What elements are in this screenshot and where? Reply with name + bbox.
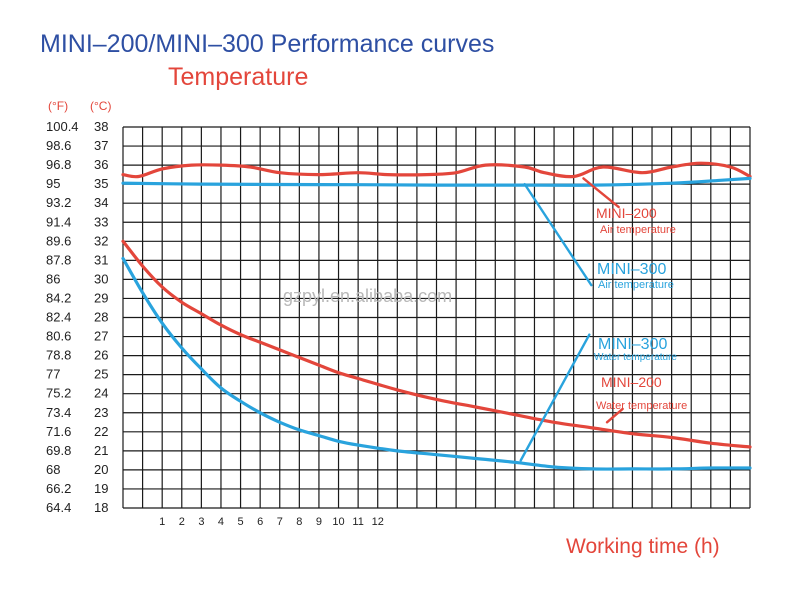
- y-tick-celsius: 36: [94, 157, 108, 172]
- y-tick-celsius: 21: [94, 443, 108, 458]
- y-tick-fahrenheit: 93.2: [46, 195, 71, 210]
- annotation-model-label: MINI–300: [598, 336, 667, 353]
- leader-line: [523, 182, 593, 287]
- y-tick-celsius: 22: [94, 424, 108, 439]
- annotation-model-label: MINI–200: [601, 374, 662, 390]
- y-tick-celsius: 25: [94, 367, 108, 382]
- y-tick-fahrenheit: 80.6: [46, 329, 71, 344]
- y-tick-celsius: 28: [94, 310, 108, 325]
- y-tick-celsius: 29: [94, 290, 108, 305]
- annotation-desc-label: Air temperature: [600, 224, 676, 236]
- annotation-desc-label: Air temperature: [598, 279, 674, 291]
- annotation-desc-label: Water temperature: [594, 352, 677, 363]
- celsius-unit-label: (°C): [90, 99, 111, 113]
- y-tick-celsius: 32: [94, 233, 108, 248]
- x-tick: 4: [218, 516, 224, 528]
- x-tick: 10: [332, 516, 344, 528]
- y-tick-fahrenheit: 84.2: [46, 290, 71, 305]
- y-tick-fahrenheit: 66.2: [46, 481, 71, 496]
- y-tick-fahrenheit: 96.8: [46, 157, 71, 172]
- y-tick-celsius: 38: [94, 119, 108, 134]
- x-tick: 7: [277, 516, 283, 528]
- x-axis-ticks: 1 2 3 4 5 6 7 8 9 10 11 12: [159, 516, 384, 528]
- annotation-model-label: MINI–200: [596, 205, 657, 221]
- leader-line: [605, 407, 624, 424]
- series-line-water200: [121, 239, 752, 449]
- y-tick-celsius: 31: [94, 252, 108, 267]
- y-tick-fahrenheit: 100.4: [46, 119, 79, 134]
- x-tick: 12: [372, 516, 384, 528]
- x-axis-label: Working time (h): [566, 535, 720, 558]
- leader-line: [582, 177, 620, 209]
- x-tick: 11: [352, 516, 363, 528]
- y-tick-fahrenheit: 64.4: [46, 500, 71, 515]
- y-tick-fahrenheit: 89.6: [46, 233, 71, 248]
- y-tick-fahrenheit: 77: [46, 367, 60, 382]
- leader-line: [519, 333, 591, 462]
- y-tick-celsius: 35: [94, 176, 108, 191]
- y-tick-fahrenheit: 86: [46, 271, 60, 286]
- x-tick: 1: [159, 516, 165, 528]
- y-tick-celsius: 33: [94, 214, 108, 229]
- y-tick-celsius: 34: [94, 195, 108, 210]
- x-tick: 5: [238, 516, 244, 528]
- y-tick-fahrenheit: 87.8: [46, 252, 71, 267]
- x-tick: 9: [316, 516, 322, 528]
- y-tick-fahrenheit: 91.4: [46, 214, 71, 229]
- x-tick: 8: [296, 516, 302, 528]
- y-tick-celsius: 20: [94, 462, 108, 477]
- series-line-water300: [121, 256, 752, 471]
- y-tick-celsius: 30: [94, 271, 108, 286]
- y-tick-fahrenheit: 82.4: [46, 310, 71, 325]
- series-line-air300: [121, 176, 752, 187]
- x-tick: 2: [179, 516, 185, 528]
- chart-subtitle: Temperature: [168, 63, 308, 91]
- y-tick-celsius: 19: [94, 481, 108, 496]
- chart-title: MINI–200/MINI–300 Performance curves: [40, 30, 494, 58]
- y-tick-celsius: 23: [94, 405, 108, 420]
- y-tick-celsius: 24: [94, 386, 108, 401]
- series-lines: [121, 161, 752, 471]
- series-line-air200: [121, 161, 752, 179]
- y-tick-fahrenheit: 95: [46, 176, 60, 191]
- y-tick-fahrenheit: 98.6: [46, 138, 71, 153]
- y-tick-celsius: 37: [94, 138, 108, 153]
- y-tick-fahrenheit: 73.4: [46, 405, 71, 420]
- y-tick-fahrenheit: 69.8: [46, 443, 71, 458]
- watermark-text: gzpyl.en.alibaba.com: [283, 286, 452, 306]
- y-tick-fahrenheit: 78.8: [46, 348, 71, 363]
- annotation-model-label: MINI–300: [597, 261, 666, 278]
- y-tick-celsius: 26: [94, 348, 108, 363]
- x-tick: 3: [198, 516, 204, 528]
- y-tick-celsius: 27: [94, 329, 108, 344]
- y-tick-fahrenheit: 75.2: [46, 386, 71, 401]
- x-tick: 6: [257, 516, 263, 528]
- y-axis-ticks: 38 100.4 37 98.6 36 96.8 35 95 34 93.2 33 91.4 32 89.…: [46, 119, 108, 515]
- annotation-desc-label: Water temperature: [596, 400, 687, 412]
- y-tick-celsius: 18: [94, 500, 108, 515]
- fahrenheit-unit-label: (°F): [48, 99, 68, 113]
- y-tick-fahrenheit: 68: [46, 462, 60, 477]
- y-tick-fahrenheit: 71.6: [46, 424, 71, 439]
